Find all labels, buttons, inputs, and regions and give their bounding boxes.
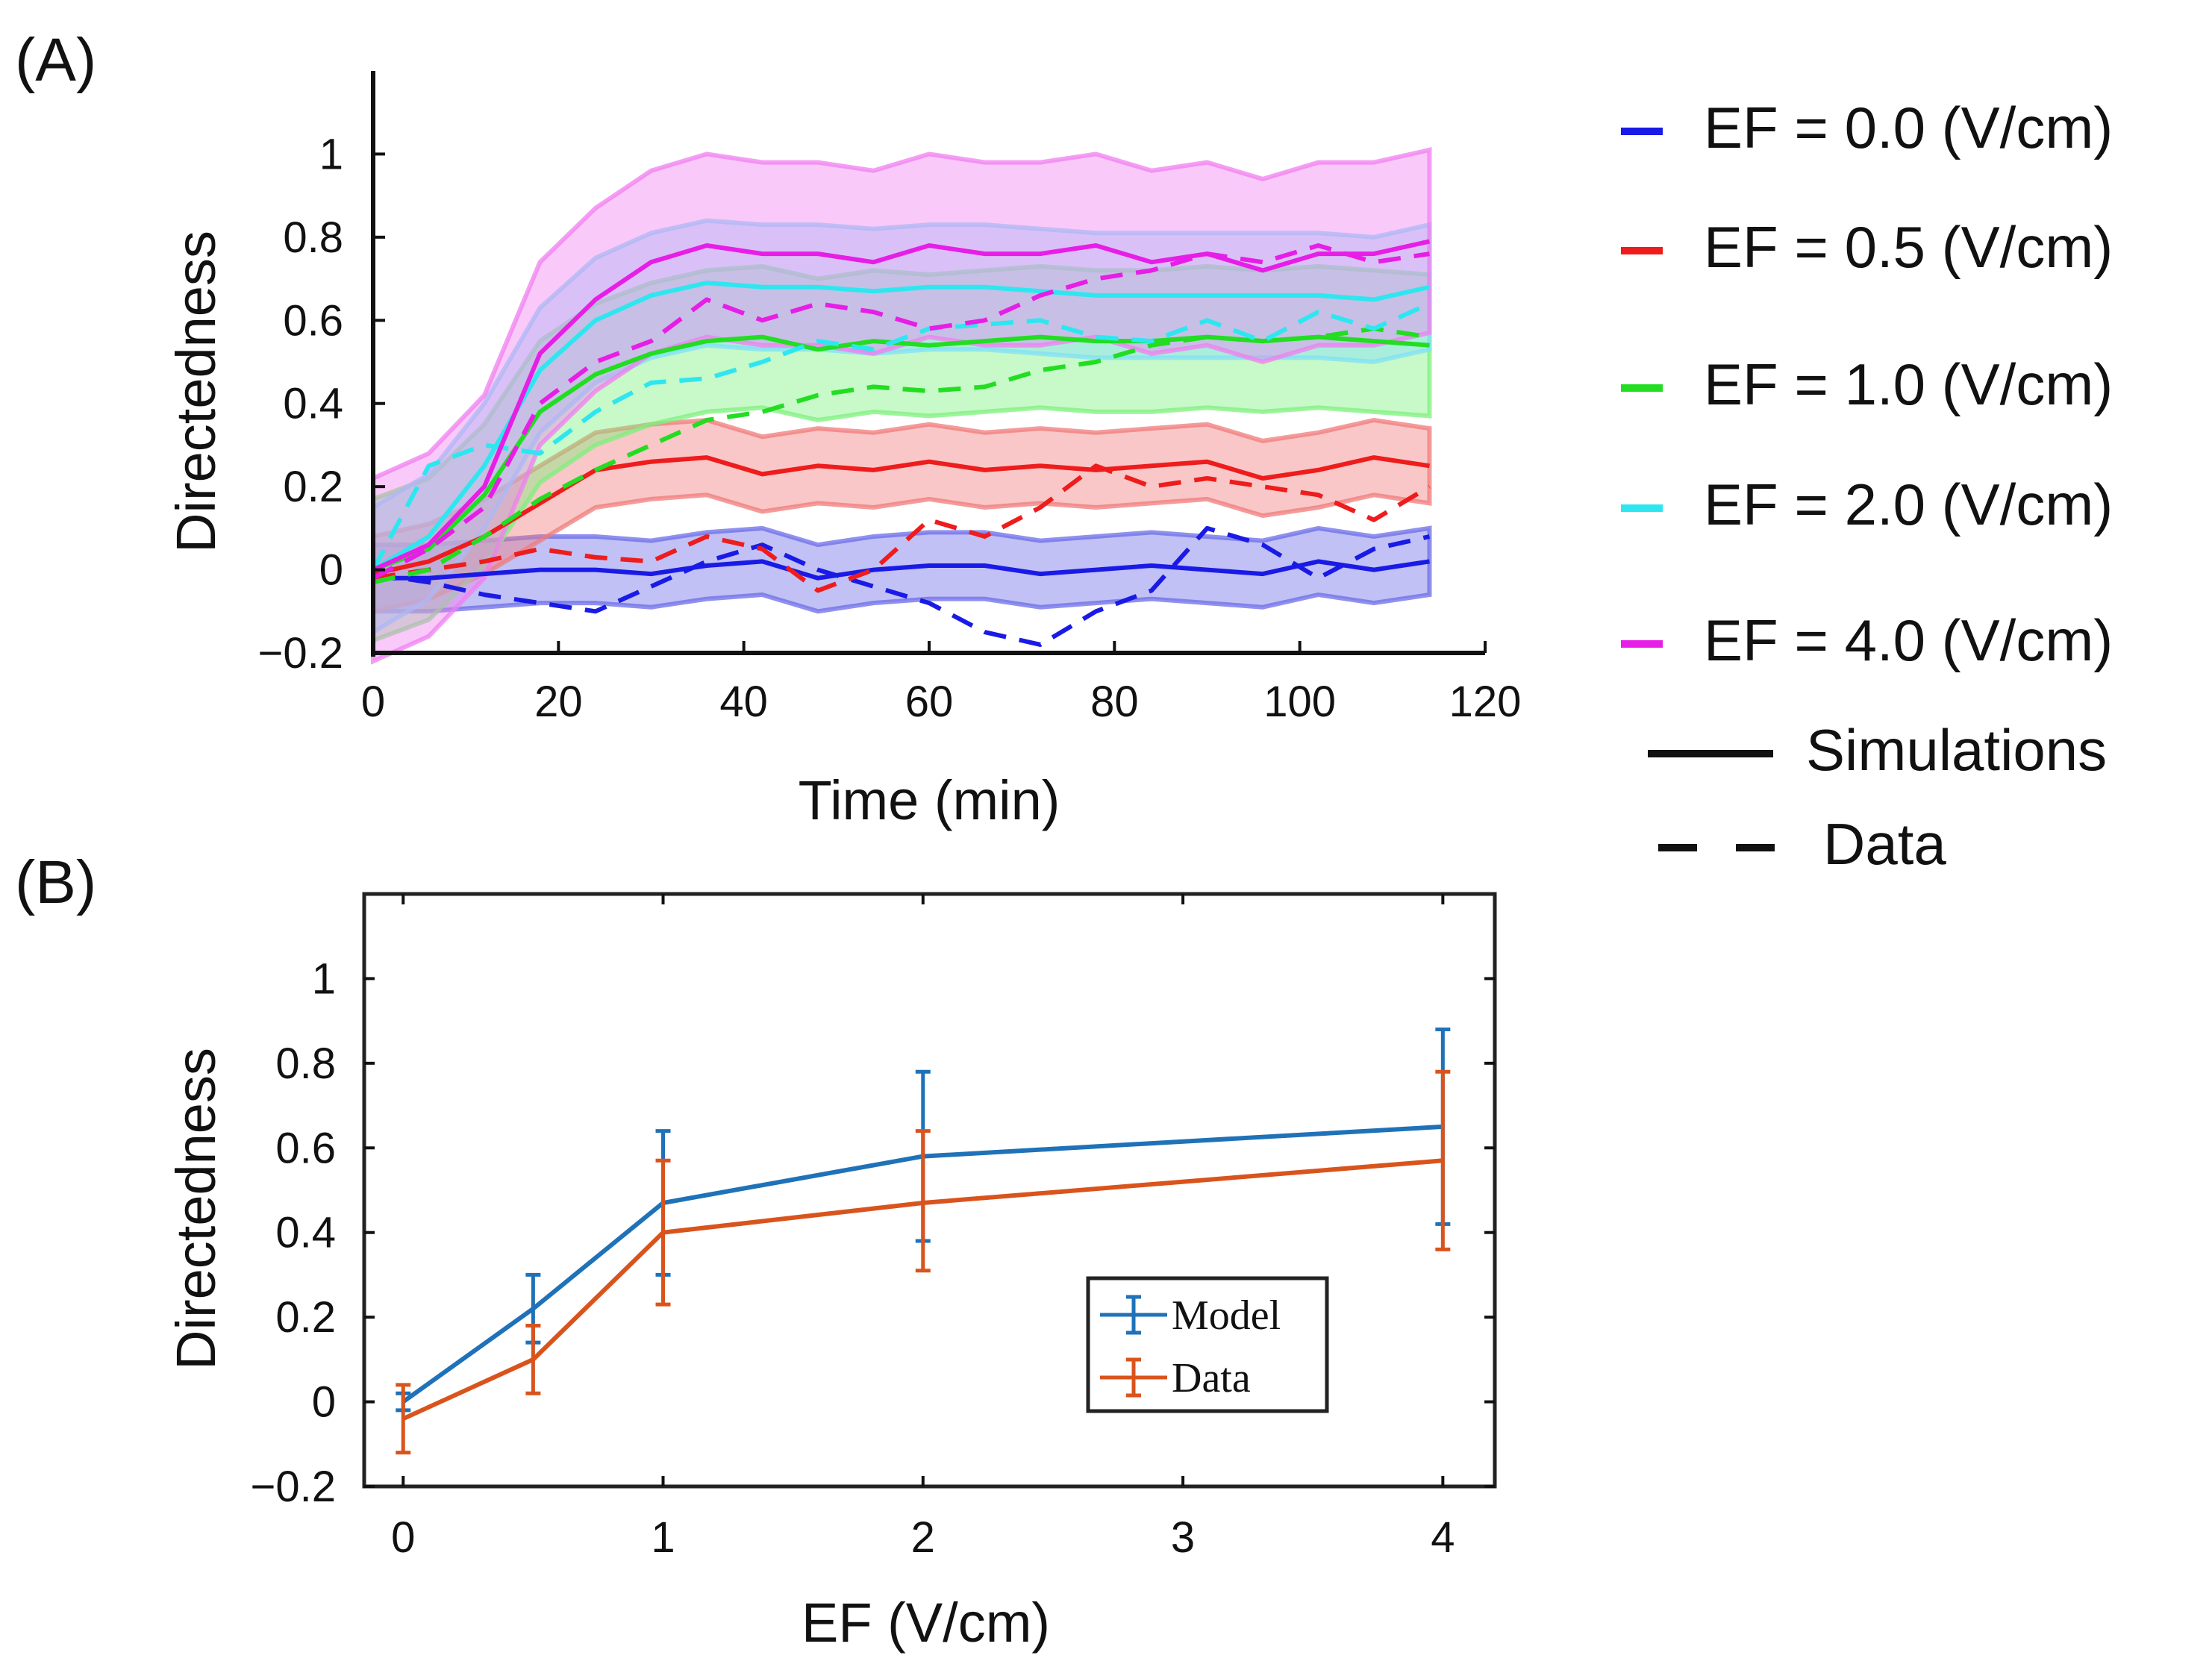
sim-line-ef-0-0-v-cm	[373, 559, 1430, 581]
legend-label-ef-4-0-v-cm: EF = 4.0 (V/cm)	[1704, 607, 2113, 673]
sim-line-ef-4-0-v-cm	[372, 239, 1431, 572]
panel-b-y-tick-label: 0.4	[275, 1209, 336, 1257]
panel-b-x-tick-label: 3	[1171, 1513, 1195, 1562]
panel-a-y-tick-label: 0	[319, 546, 343, 595]
panel-a-legend: EF = 0.0 (V/cm) EF = 0.5 (V/cm) EF = 1.0 (…	[1621, 95, 2113, 877]
panel-a-x-tick-label: 0	[361, 678, 385, 726]
panel-a-x-tick-label: 40	[719, 678, 768, 726]
errorbar-data	[1435, 1069, 1451, 1251]
data-line-ef-2-0-v-cm	[371, 301, 1431, 572]
panel-a-label: (A)	[15, 26, 96, 94]
panel-b-axes: −0.2 0 0.2 0.4 0.6 0.8 1 0 1 2 3 4	[251, 894, 1495, 1562]
panel-a-x-tick-label: 80	[1090, 678, 1139, 726]
panel-b-label: (B)	[15, 848, 96, 916]
panel-a-x-tick-label: 100	[1263, 678, 1336, 726]
panel-b-frame	[362, 892, 1497, 1489]
sim-line-ef-2-0-v-cm	[372, 281, 1431, 572]
panel-a-x-tick-label: 20	[534, 678, 583, 726]
data-line-ef-0-0-v-cm	[372, 525, 1431, 647]
panel-b-legend-swatch-data	[1100, 1357, 1167, 1398]
sim-line-ef-1-0-v-cm	[372, 334, 1430, 572]
panel-a-bands	[371, 147, 1432, 665]
panel-b-x-tick-label: 0	[391, 1513, 415, 1562]
errorbar-data	[525, 1323, 541, 1395]
errorbar-data	[655, 1158, 671, 1307]
legend-label-ef-0-0-v-cm: EF = 0.0 (V/cm)	[1704, 95, 2113, 160]
legend-label-ef-2-0-v-cm: EF = 2.0 (V/cm)	[1704, 472, 2113, 537]
panel-b-legend: Model Data	[1086, 1276, 1329, 1413]
legend-label-ef-1-0-v-cm: EF = 1.0 (V/cm)	[1704, 351, 2113, 417]
panel-b-y-tick-label: 1	[312, 954, 336, 1003]
panel-b-x-tick-label: 2	[911, 1513, 935, 1562]
panel-b-x-axis-label: EF (V/cm)	[802, 1592, 1050, 1654]
errorbar-data	[915, 1129, 931, 1273]
panel-a-axes: −0.2 0 0.2 0.4 0.6 0.8 1 0 20 40 60 80 100 120	[258, 71, 1522, 726]
legend-label-ef-0-5-v-cm: EF = 0.5 (V/cm)	[1704, 214, 2113, 280]
panel-b-y-tick-label: 0.6	[275, 1124, 336, 1172]
panel-b-lines	[396, 1027, 1451, 1455]
panel-a-x-tick-label: 60	[905, 678, 954, 726]
panel-b-legend-swatch-model	[1100, 1295, 1167, 1335]
panel-b-chart: −0.2 0 0.2 0.4 0.6 0.8 1 0 1 2 3 4 Model Data EF (V/…	[165, 892, 1497, 1654]
data-line-ef-4-0-v-cm	[372, 243, 1430, 581]
panel-a-y-axis-label: Directedness	[165, 231, 227, 553]
legend-style-data: Data	[1823, 811, 1946, 877]
legend-style-simulations: Simulations	[1806, 717, 2107, 783]
panel-a-y-tick-label: 1	[319, 130, 343, 178]
panel-a-y-tick-label: 0.8	[283, 213, 343, 262]
panel-a-x-axis-label: Time (min)	[799, 769, 1060, 831]
panel-b-legend-label-data: Data	[1172, 1355, 1251, 1401]
panel-b-legend-label-model: Model	[1172, 1292, 1281, 1339]
panel-a-chart: −0.2 0 0.2 0.4 0.6 0.8 1 0 20 40 60 80 100 120 Time (…	[165, 71, 1521, 831]
panel-a-y-tick-label: 0.6	[283, 296, 343, 345]
panel-b-legend-box	[1086, 1276, 1329, 1413]
panel-b-y-axis-label: Directedness	[165, 1048, 227, 1370]
errorbar-data	[396, 1383, 411, 1455]
panel-a-y-tick-label: 0.4	[283, 380, 343, 428]
panel-a-lines	[371, 239, 1431, 647]
panel-a-y-tick-label: −0.2	[258, 629, 344, 678]
band-ef-4-0-v-cm	[371, 147, 1432, 665]
panel-a-y-tick-label: 0.2	[283, 463, 343, 511]
panel-a-x-tick-label: 120	[1449, 678, 1522, 726]
panel-b-y-tick-label: 0	[312, 1378, 336, 1427]
data-line-ef-1-0-v-cm	[372, 326, 1430, 585]
panel-b-y-tick-label: 0.8	[275, 1039, 336, 1088]
panel-b-y-tick-label: 0.2	[275, 1293, 336, 1342]
sim-line-ef-0-5-v-cm	[372, 455, 1430, 577]
band-ef-2-0-v-cm	[371, 218, 1432, 637]
band-ef-0-5-v-cm	[371, 417, 1432, 615]
panel-b-x-tick-label: 1	[651, 1513, 675, 1562]
panel-b-x-tick-label: 4	[1431, 1513, 1455, 1562]
panel-b-y-tick-label: −0.2	[251, 1463, 337, 1511]
